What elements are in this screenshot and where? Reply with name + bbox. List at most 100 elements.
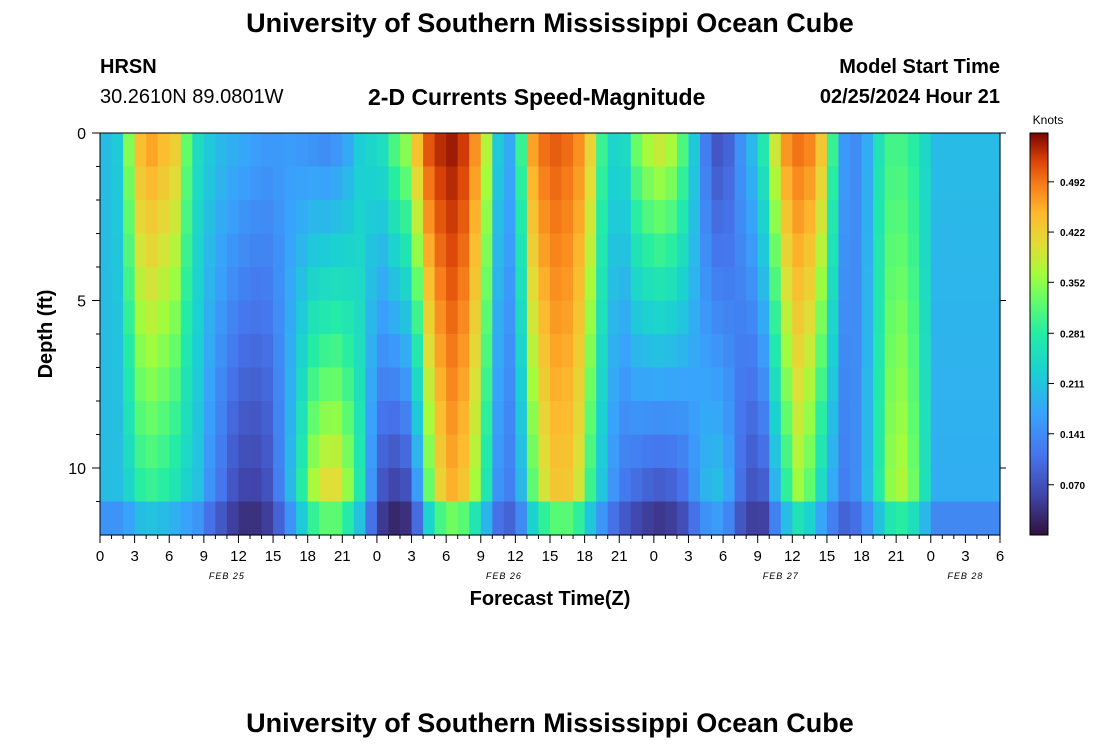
heatmap-cell: [376, 267, 390, 302]
heatmap-cell: [480, 334, 493, 369]
heatmap-cell: [353, 267, 366, 302]
heatmap-cell: [250, 267, 263, 302]
heatmap-cell: [457, 300, 470, 335]
heatmap-cell: [884, 434, 897, 469]
colorbar-tick-label: 0.352: [1060, 278, 1085, 289]
heatmap-cell: [180, 200, 193, 235]
heatmap-cell: [261, 501, 274, 536]
heatmap-cell: [573, 468, 586, 503]
heatmap-cell: [365, 334, 378, 369]
heatmap-cell: [503, 166, 516, 201]
heatmap-cell: [688, 367, 701, 402]
heatmap-cell: [157, 233, 170, 268]
heatmap-cell: [319, 401, 332, 436]
heatmap-cell: [665, 434, 678, 469]
heatmap-cell: [388, 367, 401, 402]
heatmap-cell: [273, 233, 286, 268]
heatmap-cell: [423, 300, 436, 335]
heatmap-cell: [930, 401, 1001, 436]
heatmap-cell: [873, 233, 886, 268]
heatmap-cell: [734, 468, 747, 503]
heatmap-cell: [226, 367, 240, 402]
heatmap-cell: [503, 501, 516, 536]
heatmap-cell: [850, 200, 863, 235]
heatmap-cell: [780, 267, 793, 302]
heatmap-cell: [411, 334, 424, 369]
heatmap-cell: [607, 367, 620, 402]
heatmap-cell: [607, 166, 620, 201]
heatmap-cell: [930, 267, 1001, 302]
heatmap-cell: [446, 401, 459, 436]
heatmap-cell: [457, 334, 470, 369]
heatmap-cell: [584, 367, 597, 402]
heatmap-cell: [100, 501, 113, 536]
heatmap-cell: [111, 334, 124, 369]
heatmap-cell: [342, 267, 355, 302]
heatmap-cell: [157, 200, 170, 235]
heatmap-cell: [376, 434, 390, 469]
heatmap-cell: [480, 468, 493, 503]
heatmap-cell: [734, 200, 747, 235]
heatmap-cell: [388, 166, 401, 201]
heatmap-cell: [123, 267, 136, 302]
heatmap-cell: [400, 233, 413, 268]
heatmap-cell: [365, 401, 378, 436]
heatmap-cell: [688, 200, 701, 235]
heatmap-cell: [919, 267, 932, 302]
heatmap-cell: [446, 300, 459, 335]
heatmap-cell: [930, 334, 1001, 369]
heatmap-cell: [134, 367, 147, 402]
heatmap-cell: [480, 501, 493, 536]
heatmap-cell: [146, 233, 159, 268]
heatmap-cell: [676, 367, 690, 402]
heatmap-cell: [561, 367, 574, 402]
heatmap-cell: [434, 334, 447, 369]
heatmap-cell: [815, 434, 828, 469]
heatmap-cell: [803, 166, 816, 201]
heatmap-cell: [273, 468, 286, 503]
heatmap-cell: [526, 166, 540, 201]
heatmap-cell: [711, 501, 724, 536]
heatmap-cell: [919, 334, 932, 369]
heatmap-cell: [353, 166, 366, 201]
heatmap-cell: [388, 133, 401, 168]
heatmap-cell: [723, 401, 736, 436]
heatmap-cell: [296, 166, 309, 201]
heatmap-cells: [100, 133, 1001, 536]
heatmap-cell: [284, 133, 297, 168]
heatmap-cell: [676, 501, 690, 536]
heatmap-cell: [630, 200, 643, 235]
heatmap-cell: [192, 501, 205, 536]
heatmap-cell: [146, 334, 159, 369]
x-tick-label: 18: [853, 548, 870, 565]
heatmap-cell: [203, 334, 216, 369]
heatmap-cell: [376, 367, 390, 402]
heatmap-cell: [526, 501, 540, 536]
heatmap-cell: [769, 300, 782, 335]
heatmap-cell: [169, 133, 182, 168]
heatmap-cell: [550, 200, 563, 235]
heatmap-cell: [307, 233, 320, 268]
heatmap-cell: [365, 300, 378, 335]
heatmap-cell: [296, 468, 309, 503]
heatmap-cell: [503, 267, 516, 302]
heatmap-cell: [434, 401, 447, 436]
date-label: FEB 28: [947, 571, 983, 581]
heatmap-cell: [100, 166, 113, 201]
date-labels: FEB 25 FEB 26 FEB 27 FEB 28: [209, 571, 983, 581]
x-tick-label: 21: [334, 548, 351, 565]
heatmap-cell: [146, 434, 159, 469]
heatmap-cell: [353, 401, 366, 436]
heatmap-cell: [700, 501, 713, 536]
heatmap-cell: [296, 434, 309, 469]
heatmap-cell: [850, 367, 863, 402]
heatmap-cell: [192, 334, 205, 369]
colorbar-tick-label: 0.070: [1060, 481, 1085, 492]
heatmap-cell: [434, 468, 447, 503]
heatmap-cell: [550, 133, 563, 168]
heatmap-cell: [388, 200, 401, 235]
heatmap-cell: [376, 200, 390, 235]
heatmap-cell: [480, 200, 493, 235]
heatmap-cell: [411, 468, 424, 503]
heatmap-cell: [665, 401, 678, 436]
